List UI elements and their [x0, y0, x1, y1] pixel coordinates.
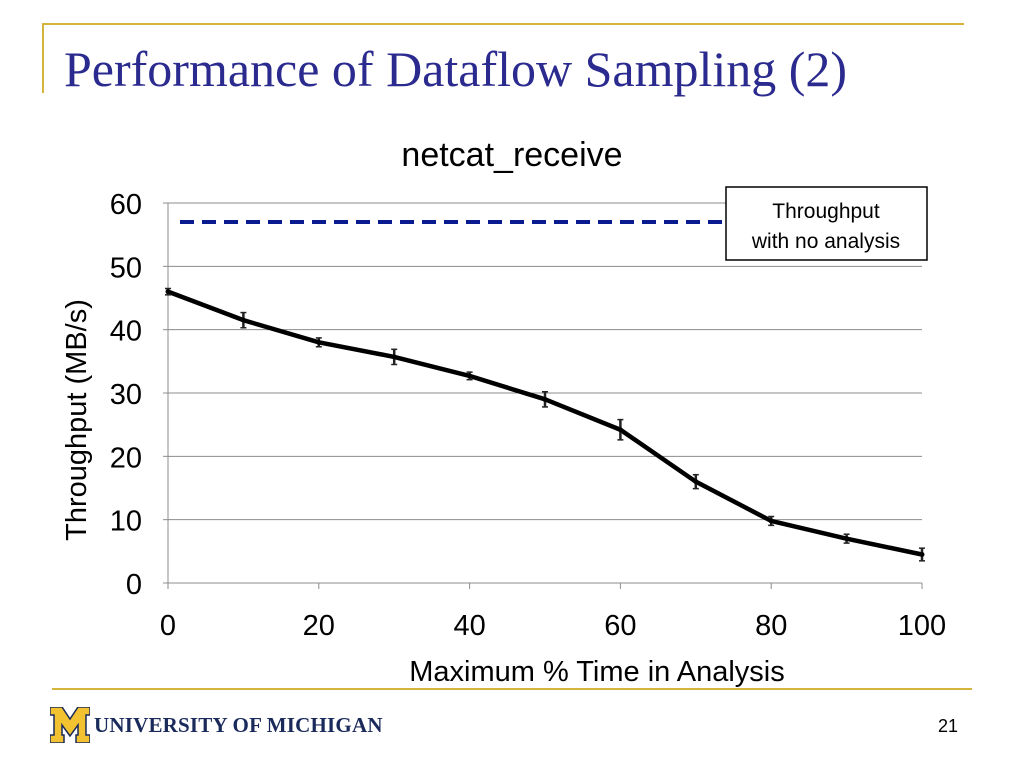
y-tick-label: 10: [110, 506, 142, 538]
data-point: [844, 536, 850, 542]
data-point: [617, 427, 623, 433]
data-point: [693, 479, 699, 485]
top-rule: [42, 23, 964, 25]
data-point: [391, 354, 397, 360]
data-point: [240, 317, 246, 323]
series-layer: [165, 220, 925, 562]
x-axis-label: Maximum % Time in Analysis: [409, 656, 785, 688]
annotation-line-1: Throughput: [772, 200, 880, 223]
y-tick-label: 40: [110, 316, 142, 348]
series-line-throughput: [167, 289, 923, 557]
axis-layer: [163, 202, 923, 589]
annotation-box-frame: [725, 186, 928, 261]
left-rule: [42, 23, 44, 93]
y-tick-label: 50: [110, 252, 142, 284]
university-logo: UNIVERSITY OF MICHIGAN: [50, 705, 383, 745]
slide-title: Performance of Dataflow Sampling (2): [64, 41, 848, 97]
bottom-rule: [52, 688, 972, 690]
annotation-box: Throughput with no analysis: [725, 186, 928, 261]
y-tick-label: 30: [110, 379, 142, 411]
data-point: [768, 518, 774, 524]
data-point: [919, 552, 925, 557]
chart-title: netcat_receive: [401, 136, 622, 174]
label-layer: 0 10 20 30 40 50 60 0 20 40 60 80 100: [110, 189, 946, 642]
line-chart: 0 10 20 30 40 50 60 0 20 40 60 80 100 netcat_receive…: [61, 136, 946, 688]
x-tick-label: 100: [898, 610, 946, 642]
x-tick-label: 20: [303, 610, 335, 642]
page-number: 21: [937, 716, 958, 736]
data-point: [542, 396, 548, 402]
y-tick-label: 60: [110, 189, 142, 221]
data-point: [165, 289, 171, 295]
y-tick-label: 0: [126, 569, 142, 601]
x-tick-label: 60: [604, 610, 636, 642]
data-point: [467, 373, 473, 379]
x-tick-label: 0: [160, 610, 176, 642]
block-m-icon: [50, 707, 90, 743]
x-tick-label: 40: [453, 610, 485, 642]
y-axis-label: Throughput (MB/s): [61, 299, 93, 541]
logo-wordmark: UNIVERSITY OF MICHIGAN: [94, 712, 383, 737]
data-point: [316, 339, 322, 345]
x-tick-label: 80: [755, 610, 787, 642]
annotation-line-2: with no analysis: [751, 230, 900, 253]
y-tick-label: 20: [110, 442, 142, 474]
